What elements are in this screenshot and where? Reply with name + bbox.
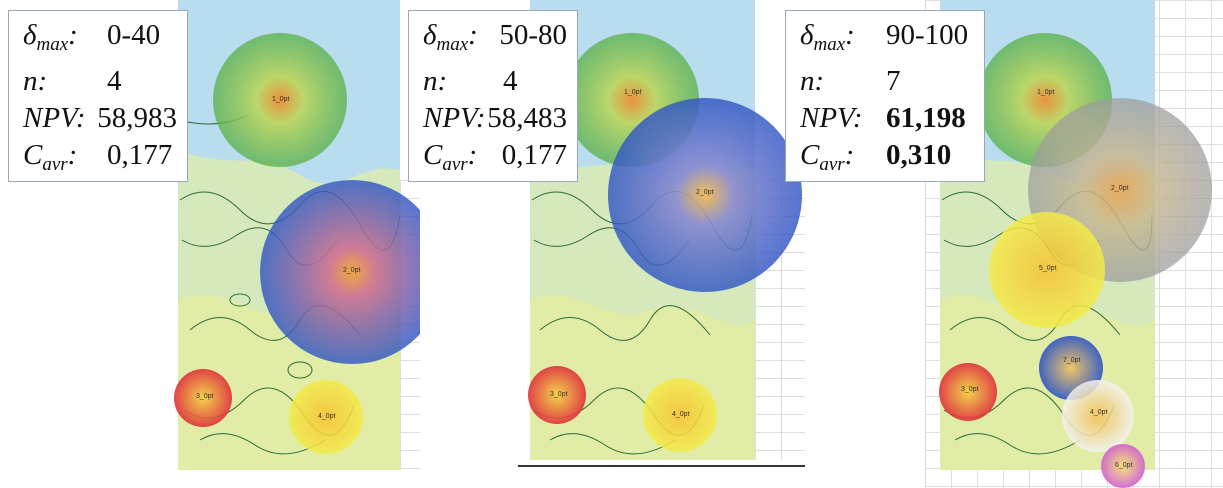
- well-label: 1_0pt: [272, 96, 290, 103]
- well-label: 4_0pt: [318, 413, 336, 420]
- well-circle-red: [939, 363, 997, 421]
- well-label: 4_0pt: [672, 411, 690, 418]
- well-circle-yellow: [643, 378, 717, 452]
- well-label: 3_0pt: [196, 393, 214, 400]
- well-circle-magenta: [1101, 444, 1145, 488]
- delta-max-value: 90-100: [886, 19, 969, 51]
- result-box-2: δmax: 50-80 n: 4 NPV: 58,483 Cavr: 0,177: [408, 10, 578, 182]
- well-label: 2_0pt: [343, 267, 361, 274]
- cavr-value: 0,177: [501, 139, 567, 171]
- panel-1: 1_0pt 2_0pt 3_0pt 4_0pt δmax: 0-40 n: 4 NP…: [0, 0, 420, 488]
- well-label: 2_0pt: [1111, 185, 1129, 192]
- well-label: 1_0pt: [624, 89, 642, 96]
- panel-2: 1_0pt 2_0pt 3_0pt 4_0pt δmax: 50-80 n: 4 N…: [400, 0, 810, 488]
- well-circle-white: [1062, 380, 1134, 452]
- well-label: 1_0pt: [1037, 89, 1055, 96]
- well-label: 2_0pt: [696, 189, 714, 196]
- result-box-3: δmax: 90-100 n: 7 NPV: 61,198 Cavr: 0,310: [785, 10, 985, 182]
- n-value: 4: [503, 65, 518, 97]
- well-circle-red: [174, 369, 232, 427]
- well-label: 5_0pt: [1039, 265, 1057, 272]
- well-label: 6_0pt: [1115, 462, 1133, 469]
- delta-max-value: 50-80: [499, 19, 567, 51]
- well-label: 3_0pt: [961, 386, 979, 393]
- well-circle-yellow: [289, 380, 363, 454]
- contour-map-2: 1_0pt 2_0pt 3_0pt 4_0pt: [518, 0, 805, 467]
- panel-3: 1_0pt 2_0pt 3_0pt 4_0pt 5_0pt 6_0pt 7_0p…: [785, 0, 1223, 488]
- well-label: 7_0pt: [1063, 357, 1081, 364]
- cavr-value: 0,310: [886, 139, 952, 171]
- npv-value: 58,483: [487, 102, 567, 134]
- delta-max-value: 0-40: [107, 19, 161, 51]
- contour-map-3: 1_0pt 2_0pt 3_0pt 4_0pt 5_0pt 6_0pt 7_0p…: [939, 0, 1212, 488]
- npv-value: 58,983: [97, 102, 177, 134]
- well-circle-blue: [608, 98, 802, 292]
- well-circle-green: [213, 33, 347, 167]
- npv-value: 61,198: [886, 102, 966, 134]
- cavr-value: 0,177: [107, 139, 173, 171]
- contour-map-1: 1_0pt 2_0pt 3_0pt 4_0pt: [174, 0, 420, 470]
- n-value: 4: [107, 65, 122, 97]
- well-label: 3_0pt: [550, 391, 568, 398]
- n-value: 7: [886, 65, 901, 97]
- well-circle-blue: [260, 180, 420, 364]
- result-box-1: δmax: 0-40 n: 4 NPV: 58,983 Cavr: 0,177: [8, 10, 188, 182]
- well-circle-yellow: [989, 212, 1105, 328]
- well-circle-red: [528, 366, 586, 424]
- well-label: 4_0pt: [1090, 409, 1108, 416]
